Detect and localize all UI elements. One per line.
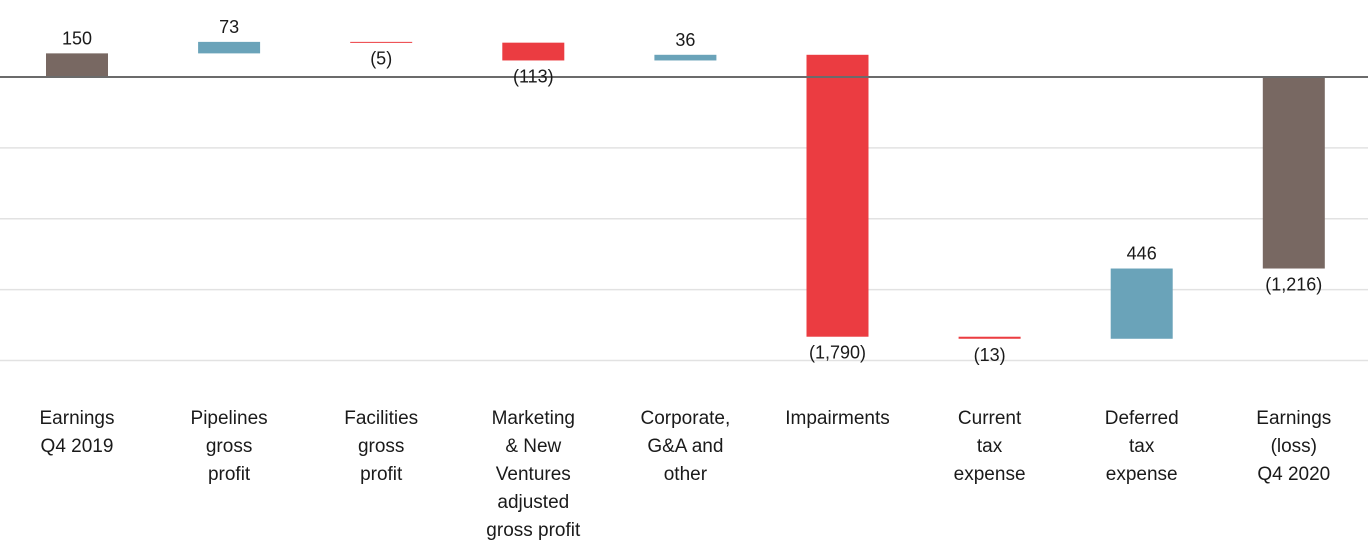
- category-label: Impairments: [785, 408, 890, 429]
- bar-9: [1262, 77, 1325, 269]
- value-labels: 150 73 (5) (113) 36 (1,790) (13) 446 (1,216): [62, 17, 1322, 365]
- category-label: Current: [958, 408, 1022, 429]
- gridlines: [0, 147, 1368, 362]
- category-label: other: [664, 464, 708, 485]
- category-label: Facilities: [344, 408, 418, 429]
- value-label: (5): [370, 49, 392, 69]
- bar-3: [350, 41, 413, 43]
- bar-2: [198, 41, 261, 54]
- category-label: (loss): [1271, 436, 1317, 457]
- category-label: Pipelines: [191, 408, 268, 429]
- category-label: profit: [360, 464, 403, 485]
- category-label: gross profit: [486, 520, 581, 540]
- category-label: Earnings: [40, 408, 115, 429]
- value-label: 36: [675, 30, 695, 50]
- category-label: Deferred: [1105, 408, 1179, 429]
- category-label: expense: [1106, 464, 1178, 485]
- bar-7: [958, 336, 1021, 339]
- value-label: (13): [974, 345, 1006, 365]
- bar-5: [654, 54, 717, 61]
- value-label: 73: [219, 17, 239, 37]
- bar-1: [46, 53, 108, 77]
- category-label: & New: [505, 436, 561, 457]
- value-label: (113): [513, 66, 554, 86]
- category-label: Q4 2020: [1257, 464, 1330, 485]
- category-label: adjusted: [497, 492, 569, 513]
- category-labels: Earnings Q4 2019 Pipelines gross profit Facil…: [40, 408, 1332, 540]
- category-label: Corporate,: [641, 408, 731, 429]
- category-label: tax: [1129, 436, 1155, 457]
- bar-8: [1110, 268, 1173, 339]
- category-label: expense: [954, 464, 1026, 485]
- category-label: Earnings: [1256, 408, 1331, 429]
- value-label: 150: [62, 28, 92, 48]
- category-label: Marketing: [492, 408, 575, 429]
- category-label: Q4 2019: [41, 436, 114, 457]
- value-label: 446: [1127, 244, 1157, 264]
- value-label: (1,216): [1265, 275, 1322, 295]
- bars: [46, 41, 1325, 339]
- category-label: Ventures: [496, 464, 571, 485]
- bar-6: [806, 54, 869, 337]
- category-label: gross: [206, 436, 252, 457]
- category-label: tax: [977, 436, 1003, 457]
- bar-4: [502, 42, 565, 61]
- category-label: gross: [358, 436, 404, 457]
- value-label: (1,790): [809, 343, 866, 363]
- category-label: profit: [208, 464, 251, 485]
- category-label: G&A and: [647, 436, 723, 457]
